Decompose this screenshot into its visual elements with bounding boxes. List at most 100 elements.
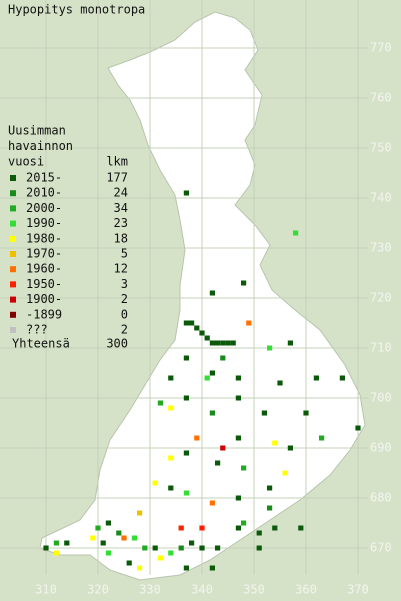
observation-square — [178, 525, 184, 531]
observation-square — [157, 555, 163, 561]
x-tick-label: 320 — [87, 583, 109, 597]
legend-count: 34 — [114, 201, 128, 215]
x-tick-label: 370 — [347, 583, 369, 597]
observation-square — [178, 545, 184, 551]
legend-label: 1980- — [26, 231, 62, 245]
observation-square — [319, 435, 325, 441]
observation-square — [199, 545, 205, 551]
legend-label: 1990- — [26, 216, 62, 230]
observation-square — [90, 535, 96, 541]
legend-swatch — [10, 296, 16, 303]
observation-square — [241, 520, 247, 526]
observation-square — [168, 405, 174, 411]
observation-square — [152, 480, 158, 486]
legend-count: 5 — [121, 247, 128, 261]
observation-square — [137, 565, 143, 571]
observation-square — [215, 460, 221, 466]
legend-swatch — [10, 251, 16, 257]
observation-square — [282, 470, 288, 476]
total-value: 300 — [106, 337, 128, 351]
observation-square — [183, 490, 189, 496]
observation-square — [95, 525, 101, 531]
legend-count: 177 — [106, 171, 128, 185]
legend-count: 23 — [114, 216, 128, 230]
observation-square — [183, 355, 189, 361]
observation-square — [168, 485, 174, 491]
observation-square — [64, 540, 70, 546]
observation-square — [53, 550, 59, 556]
observation-square — [183, 320, 189, 326]
y-tick-label: 770 — [370, 41, 392, 55]
y-tick-label: 730 — [370, 241, 392, 255]
observation-square — [256, 545, 262, 551]
legend-count: 18 — [114, 231, 128, 245]
observation-square — [100, 540, 106, 546]
observation-square — [220, 355, 226, 361]
observation-square — [303, 410, 309, 416]
legend-heading: vuosi — [8, 155, 44, 169]
x-tick-label: 350 — [243, 583, 265, 597]
observation-square — [121, 535, 127, 541]
legend-label: 1900- — [26, 292, 62, 306]
observation-square — [204, 335, 210, 341]
observation-square — [168, 375, 174, 381]
observation-square — [287, 340, 293, 346]
total-label: Yhteensä — [12, 337, 70, 351]
observation-square — [277, 380, 283, 386]
observation-square — [105, 550, 111, 556]
observation-square — [157, 400, 163, 406]
observation-square — [209, 410, 215, 416]
legend-count: 2 — [121, 323, 128, 337]
observation-square — [209, 290, 215, 296]
y-tick-label: 750 — [370, 141, 392, 155]
y-tick-label: 670 — [370, 541, 392, 555]
observation-square — [355, 425, 361, 431]
legend-swatch — [10, 266, 16, 273]
legend-count: 24 — [114, 186, 128, 200]
observation-square — [235, 375, 241, 381]
observation-square — [168, 550, 174, 556]
observation-square — [267, 345, 273, 351]
observation-square — [204, 375, 210, 381]
observation-square — [339, 375, 345, 381]
observation-square — [209, 340, 215, 346]
legend-label: 2000- — [26, 201, 62, 215]
observation-square — [189, 320, 195, 326]
observation-square — [267, 485, 273, 491]
legend-swatch — [10, 205, 16, 212]
observation-square — [126, 560, 132, 566]
observation-square — [235, 495, 241, 501]
legend-label: 1960- — [26, 262, 62, 276]
legend-swatch — [10, 220, 16, 227]
observation-square — [256, 530, 262, 536]
legend-label: 2015- — [26, 171, 62, 185]
observation-square — [209, 370, 215, 376]
y-tick-label: 690 — [370, 441, 392, 455]
legend-swatch — [10, 311, 16, 318]
legend-count: 12 — [114, 262, 128, 276]
legend-count-heading: lkm — [106, 155, 128, 169]
observation-square — [183, 565, 189, 571]
y-tick-label: 700 — [370, 391, 392, 405]
legend-heading: Uusimman — [8, 124, 66, 138]
observation-square — [287, 445, 293, 451]
observation-square — [152, 545, 158, 551]
observation-square — [209, 565, 215, 571]
observation-square — [137, 510, 143, 516]
observation-square — [194, 325, 200, 331]
map-title: Hypopitys monotropa — [8, 3, 145, 17]
legend-count: 0 — [121, 307, 128, 321]
observation-square — [246, 320, 252, 326]
observation-square — [189, 540, 195, 546]
observation-square — [168, 455, 174, 461]
observation-square — [194, 435, 200, 441]
observation-square — [199, 525, 205, 531]
legend-count: 3 — [121, 277, 128, 291]
legend-swatch — [10, 190, 16, 197]
legend-count: 2 — [121, 292, 128, 306]
observation-square — [235, 435, 241, 441]
observation-square — [215, 545, 221, 551]
legend-label: ??? — [26, 323, 48, 337]
